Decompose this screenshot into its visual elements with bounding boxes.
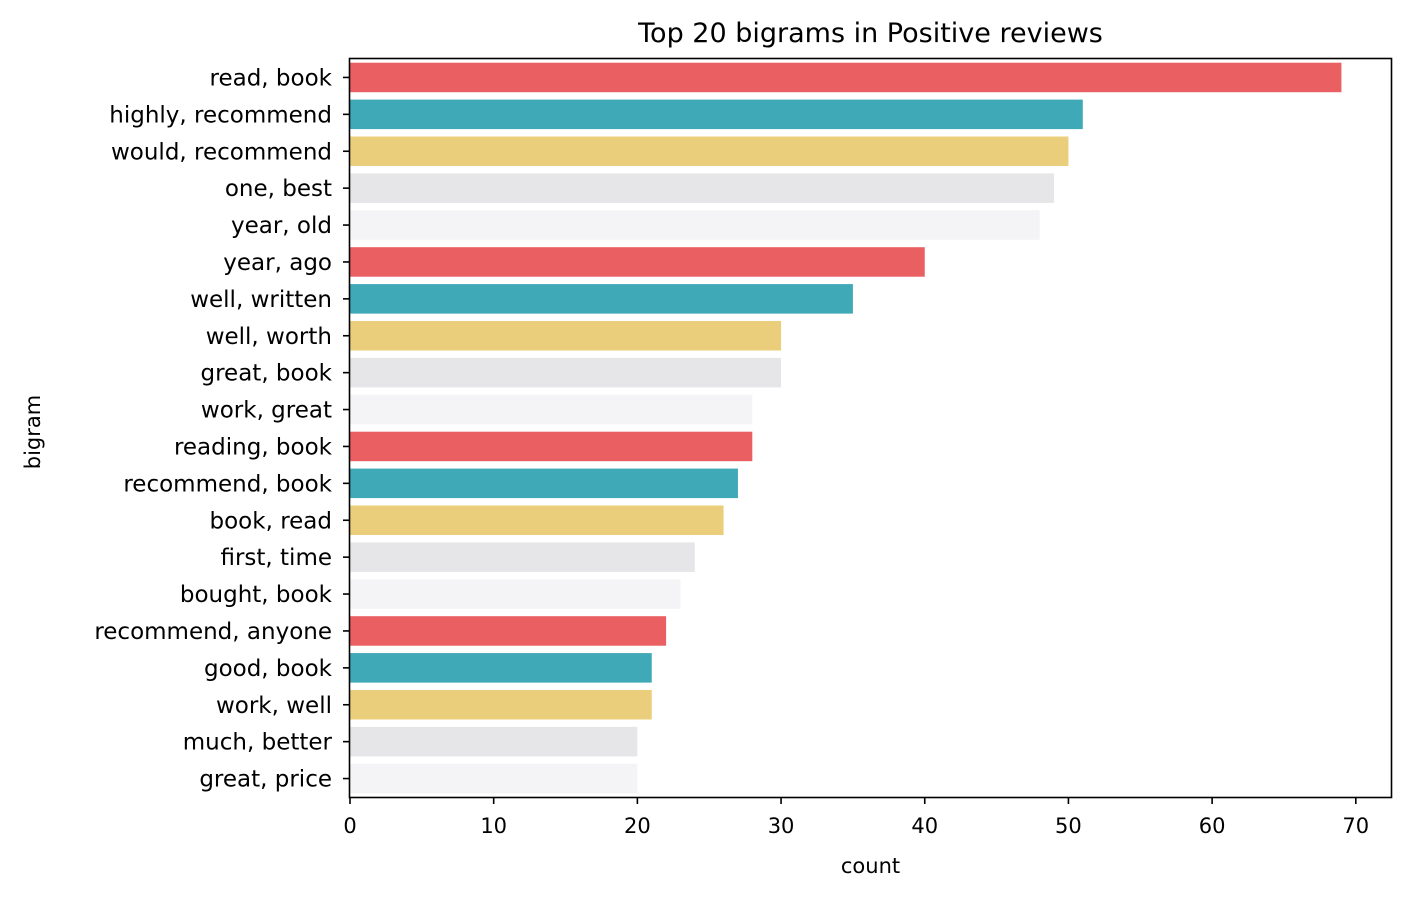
y-axis-ticks: read, book highly, recommend would, recomm… — [94, 65, 350, 793]
x-axis-label: count — [841, 854, 900, 878]
y-tick-label: highly, recommend — [109, 102, 332, 128]
x-tick-label: 10 — [480, 814, 507, 838]
bar — [350, 468, 738, 499]
bar — [350, 616, 667, 646]
y-tick-label: bought, book — [180, 582, 333, 608]
y-axis-label: bigram — [21, 395, 45, 469]
bar — [350, 247, 925, 277]
y-tick-label: recommend, anyone — [94, 619, 332, 645]
bar — [350, 173, 1055, 203]
y-tick-label: work, well — [216, 693, 332, 719]
bar — [350, 689, 652, 720]
bar — [350, 394, 753, 425]
y-tick-label: great, book — [201, 361, 333, 387]
bar — [350, 726, 638, 757]
bar — [350, 357, 782, 388]
y-tick-label: book, read — [210, 508, 332, 534]
x-tick-label: 40 — [911, 814, 938, 838]
bar — [350, 763, 638, 794]
x-tick-label: 50 — [1055, 814, 1082, 838]
x-tick-label: 70 — [1342, 814, 1369, 838]
bar — [350, 653, 652, 683]
chart-title: Top 20 bigrams in Positive reviews — [637, 18, 1103, 49]
y-tick-label: would, recommend — [111, 139, 332, 165]
bar — [350, 431, 753, 462]
y-tick-label: good, book — [204, 656, 333, 682]
bar — [350, 579, 681, 609]
bar — [350, 62, 1342, 93]
bar — [350, 136, 1069, 167]
bar — [350, 99, 1083, 130]
bar — [350, 320, 782, 351]
plot-frame — [348, 57, 1393, 799]
bar — [350, 542, 695, 572]
bar — [350, 284, 853, 314]
y-tick-label: reading, book — [174, 434, 333, 460]
bars-group — [350, 62, 1342, 794]
x-tick-label: 30 — [768, 814, 795, 838]
y-tick-label: great, price — [199, 767, 332, 793]
y-tick-label: well, worth — [206, 324, 332, 350]
x-tick-label: 0 — [343, 814, 356, 838]
bar — [350, 210, 1040, 240]
y-tick-label: read, book — [210, 65, 333, 91]
y-tick-label: year, ago — [223, 250, 332, 276]
y-tick-label: well, written — [190, 287, 332, 313]
y-tick-label: work, great — [201, 398, 332, 424]
x-axis-ticks: 0 10 20 30 40 50 60 70 — [343, 797, 1369, 838]
x-tick-label: 20 — [624, 814, 651, 838]
y-tick-label: much, better — [183, 730, 333, 756]
x-tick-label: 60 — [1199, 814, 1226, 838]
y-tick-label: one, best — [225, 176, 332, 202]
y-tick-label: first, time — [220, 545, 332, 571]
y-tick-label: year, old — [231, 213, 332, 239]
y-tick-label: recommend, book — [123, 471, 332, 497]
bar — [350, 505, 724, 536]
